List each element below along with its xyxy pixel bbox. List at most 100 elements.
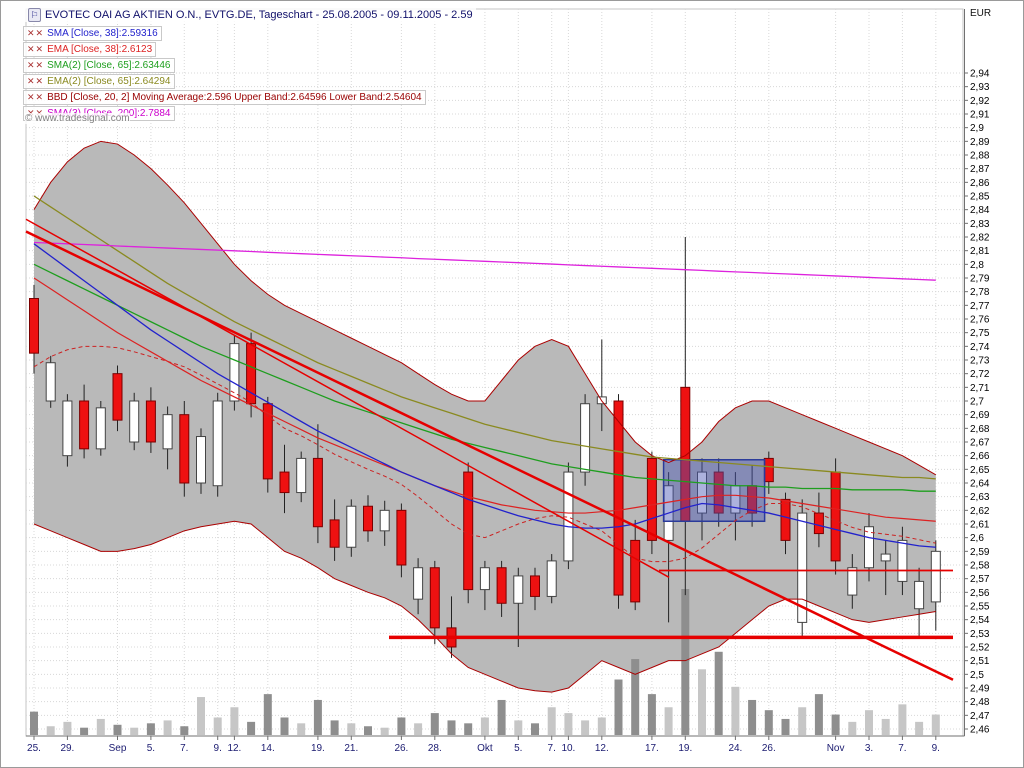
date-tick-label: 7.: [548, 743, 556, 754]
candle-body: [580, 403, 591, 473]
price-tick-label: 2,61: [970, 520, 990, 531]
date-tick-label: 3.: [865, 743, 873, 754]
candle-body: [79, 400, 90, 450]
volume-bar: [30, 711, 38, 735]
price-tick-label: 2,88: [970, 151, 990, 162]
highlight-box[interactable]: [662, 459, 766, 523]
volume-bar: [80, 727, 89, 735]
volume-bar: [647, 694, 656, 735]
legend-label: EMA(2) [Close, 65]:2.64294: [47, 76, 171, 87]
price-tick-label: 2,66: [970, 451, 990, 462]
trendline-2[interactable]: [25, 218, 670, 578]
volume-bar: [748, 699, 757, 735]
volume-bar: [931, 714, 940, 735]
volume-bar: [631, 659, 640, 735]
legend-item-sma-38[interactable]: ✕✕ SMA [Close, 38]:2.59316: [23, 26, 162, 41]
volume-bar: [330, 720, 339, 735]
candle-body: [479, 567, 490, 591]
trendline-1[interactable]: [25, 230, 954, 681]
candle-body: [129, 400, 140, 443]
volume-bar: [347, 723, 356, 735]
candle-body: [496, 567, 507, 604]
pin-icon[interactable]: ⚐: [28, 8, 41, 22]
candle-body: [145, 400, 156, 443]
candle-body: [279, 471, 290, 494]
legend-toggle-icon[interactable]: ✕✕: [27, 44, 45, 54]
volume-bar: [63, 721, 72, 735]
bollinger-band-fill: [34, 141, 936, 693]
candle-body: [864, 526, 874, 569]
price-tick-label: 2,51: [970, 656, 990, 667]
volume-bar: [180, 726, 189, 735]
date-tick-label: 19.: [311, 743, 325, 754]
date-tick-label: 24.: [728, 743, 742, 754]
price-tick-label: 2,68: [970, 424, 990, 435]
candle-body: [546, 560, 557, 597]
price-tick-label: 2,9: [970, 123, 984, 134]
price-tick-label: 2,73: [970, 356, 990, 367]
volume-bar: [547, 707, 556, 735]
legend-item-ema2-65[interactable]: ✕✕ EMA(2) [Close, 65]:2.64294: [23, 74, 175, 89]
candle-body: [246, 343, 257, 405]
candle-body: [312, 457, 323, 528]
volume-bar: [480, 717, 489, 735]
candle-body: [646, 457, 657, 541]
volume-bar: [881, 718, 890, 735]
price-tick-label: 2,5: [970, 670, 984, 681]
legend-item-bbd-20-2[interactable]: ✕✕ BBD [Close, 20, 2] Moving Average:2.59…: [23, 90, 426, 105]
candle-body: [95, 407, 106, 450]
price-tick-label: 2,67: [970, 438, 990, 449]
date-tick-label: 19.: [678, 743, 692, 754]
candle-body: [613, 400, 624, 596]
legend-item-sma2-65[interactable]: ✕✕ SMA(2) [Close, 65]:2.63446: [23, 58, 175, 73]
date-tick-label: 29.: [60, 743, 74, 754]
volume-bar: [113, 724, 122, 735]
candle-body: [763, 457, 774, 483]
price-tick-label: 2,56: [970, 588, 990, 599]
candle-body: [396, 509, 407, 566]
volume-bar: [397, 717, 406, 735]
currency-label: EUR: [970, 8, 992, 19]
volume-bar: [280, 717, 289, 735]
volume-layer: [30, 589, 940, 735]
price-tick-label: 2,63: [970, 492, 990, 503]
price-tick-label: 2,84: [970, 205, 990, 216]
volume-bar: [230, 707, 239, 735]
date-tick-label: 5.: [147, 743, 155, 754]
legend-toggle-icon[interactable]: ✕✕: [27, 92, 45, 102]
volume-bar: [698, 669, 706, 735]
price-tick-label: 2,49: [970, 684, 990, 695]
price-axis: 2,94 2,93 2,92 2,91 2,9 2,89 2,88 2,87 2,86 2,85 2…: [964, 9, 990, 736]
legend-toggle-icon[interactable]: ✕✕: [27, 76, 45, 86]
volume-bar: [364, 726, 372, 735]
bb-middle-line: [33, 345, 936, 563]
sma200-line: [33, 241, 936, 281]
price-tick-label: 2,75: [970, 328, 990, 339]
volume-bar: [297, 723, 306, 735]
price-tick-label: 2,53: [970, 629, 990, 640]
candle-body: [229, 343, 240, 402]
candle-body: [847, 567, 858, 596]
chart-title: EVOTEC OAI AG AKTIEN O.N., EVTG.DE, Tage…: [45, 9, 473, 21]
volume-bar: [130, 727, 139, 735]
candle-body: [162, 414, 173, 450]
price-tick-label: 2,64: [970, 479, 990, 490]
price-tick-label: 2,81: [970, 246, 990, 257]
price-tick-label: 2,69: [970, 410, 990, 421]
price-tick-label: 2,7: [970, 397, 984, 408]
bb-upper-line: [33, 140, 937, 476]
date-tick-label: 21.: [344, 743, 358, 754]
volume-bar: [146, 723, 155, 735]
price-tick-label: 2,65: [970, 465, 990, 476]
legend-item-ema-38[interactable]: ✕✕ EMA [Close, 38]:2.6123: [23, 42, 157, 57]
date-tick-label: 12.: [227, 743, 241, 754]
price-tick-label: 2,76: [970, 315, 990, 326]
legend-toggle-icon[interactable]: ✕✕: [27, 60, 45, 70]
volume-bar: [380, 727, 389, 735]
date-tick-label: 26.: [394, 743, 408, 754]
volume-bar: [447, 720, 456, 735]
legend-toggle-icon[interactable]: ✕✕: [27, 28, 45, 38]
candle-body: [429, 567, 440, 629]
candle-body: [363, 505, 373, 532]
volume-bar: [414, 723, 423, 735]
